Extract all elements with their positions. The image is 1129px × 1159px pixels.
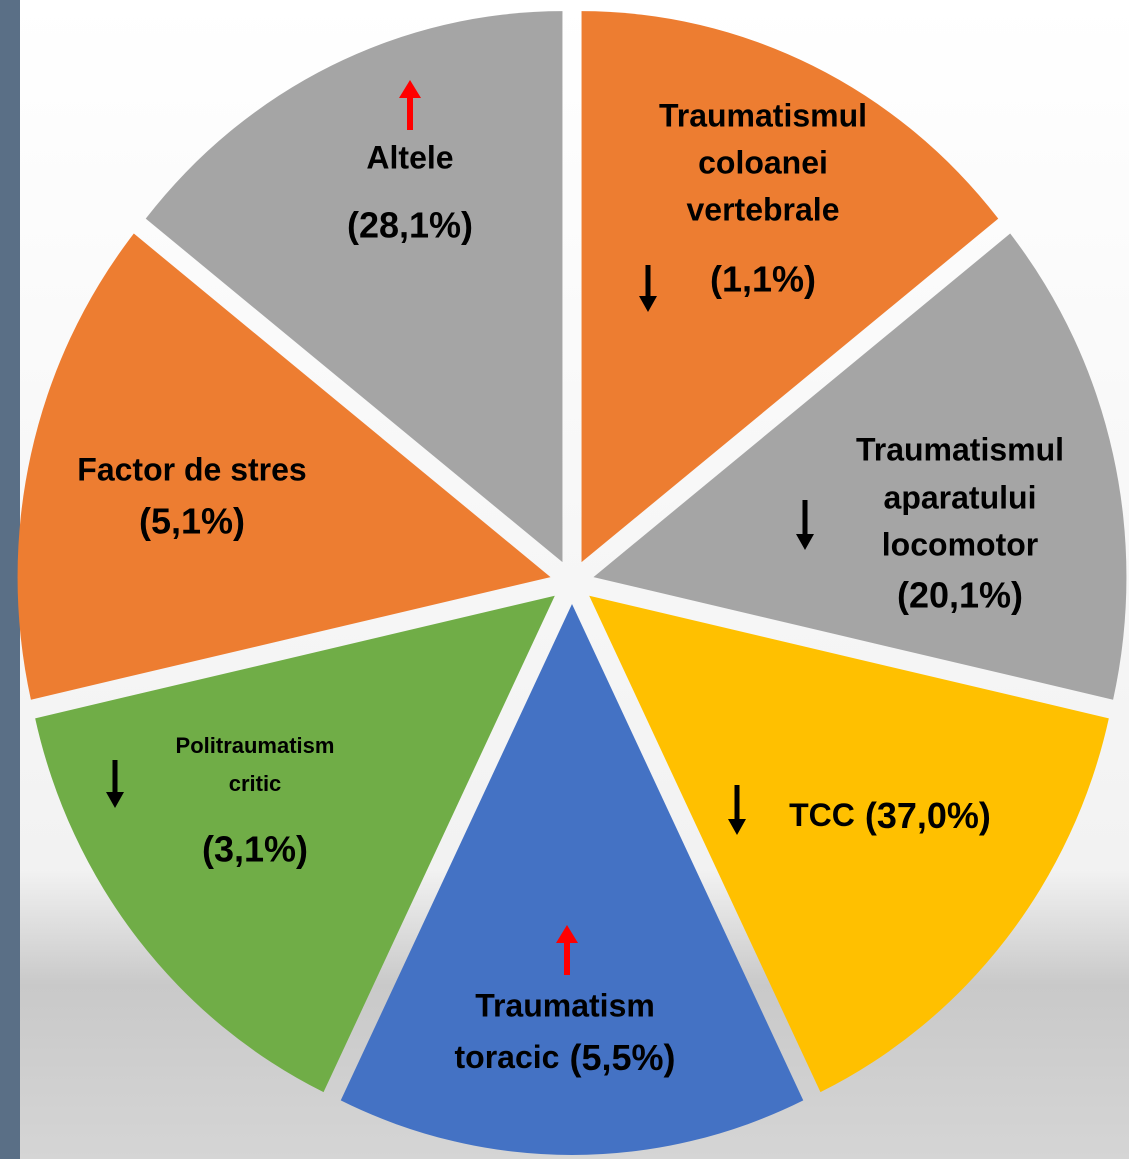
trend-arrow-down	[728, 785, 746, 835]
segment-label: Factor de stres	[77, 451, 306, 487]
segment-label: Traumatismul	[659, 97, 867, 133]
segment-value: (5,1%)	[139, 501, 245, 542]
trend-arrow-down	[796, 500, 814, 550]
segment-value: (3,1%)	[202, 829, 308, 870]
slice	[340, 604, 804, 1155]
segment-label: coloanei	[698, 144, 828, 180]
segment-label: aparatului	[884, 479, 1037, 515]
slices	[17, 11, 1127, 1155]
segment-value: (20,1%)	[897, 575, 1023, 616]
slice	[589, 595, 1109, 1093]
segment-label: Politraumatism	[176, 733, 335, 758]
segment-value: (37,0%)	[865, 795, 991, 836]
arrow-head	[796, 534, 814, 550]
segment-label: Traumatismul	[856, 431, 1064, 467]
trend-arrow-up	[556, 925, 578, 975]
slice	[593, 233, 1127, 700]
trend-arrow-down	[639, 265, 657, 312]
segment-label: critic	[229, 771, 282, 796]
slice	[581, 11, 999, 563]
segment-value: (5,5%)	[569, 1037, 675, 1078]
slice	[145, 11, 563, 563]
segment-label: locomotor	[882, 526, 1038, 562]
segment-label: TCC	[789, 797, 855, 833]
segment-label: toracic (5,5%)	[455, 1037, 676, 1078]
arrow-head	[556, 925, 578, 943]
segment-label: TCC (37,0%)	[789, 795, 991, 836]
slice	[17, 233, 551, 700]
labels: Traumatismul coloanei vertebrale (1,1%) Trau…	[77, 80, 1064, 1078]
arrow-head	[639, 296, 657, 312]
segment-label: vertebrale	[687, 191, 840, 227]
arrow-head	[728, 819, 746, 835]
segment-label: toracic	[455, 1039, 560, 1075]
arrow-head	[399, 80, 421, 98]
segment-value: (28,1%)	[347, 205, 473, 246]
trend-arrow-up	[399, 80, 421, 130]
segment-value: (1,1%)	[710, 259, 816, 300]
trend-arrow-down	[106, 760, 124, 808]
segment-label: Altele	[366, 139, 453, 175]
segment-label: Traumatism	[475, 987, 655, 1023]
photo-strip	[0, 0, 20, 1159]
arrow-head	[106, 792, 124, 808]
slice	[35, 595, 555, 1093]
